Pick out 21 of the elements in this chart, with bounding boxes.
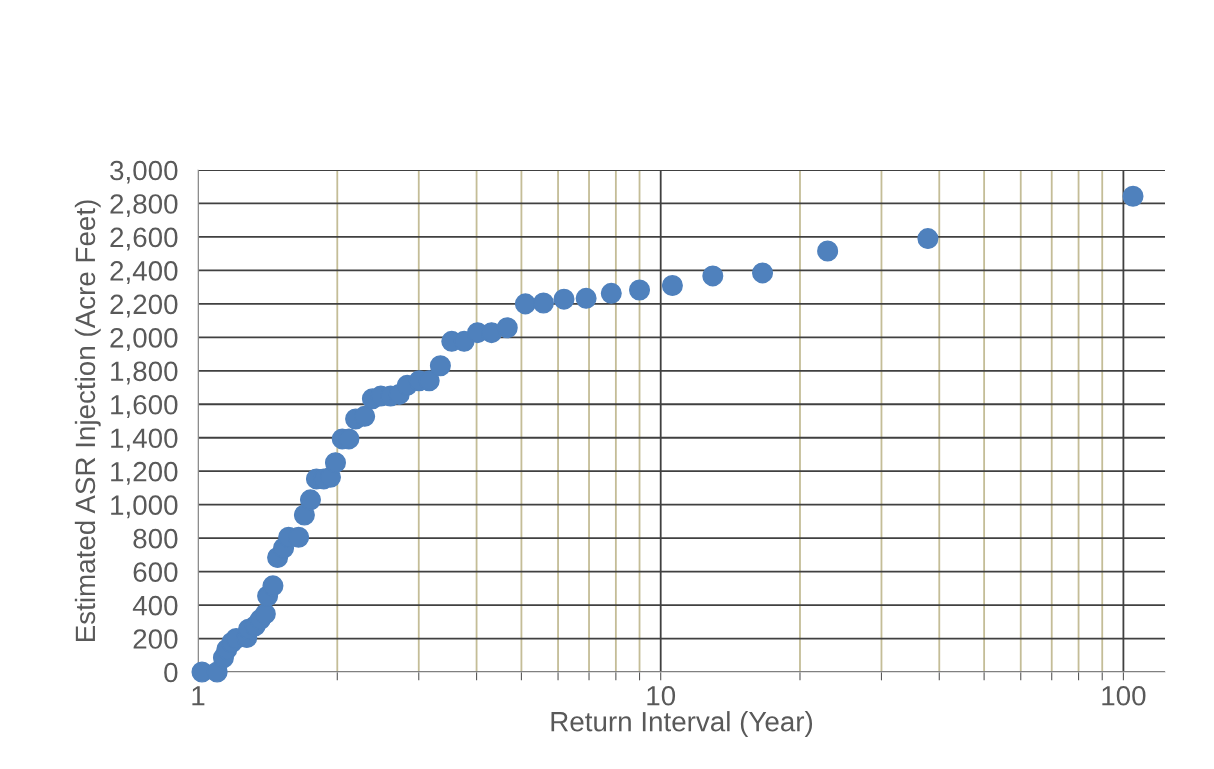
x-tick-label: 10	[647, 685, 676, 706]
y-tick-label: 2,200	[110, 294, 178, 318]
y-tick-label: 1,000	[111, 495, 178, 519]
y-tick-label: 400	[132, 595, 178, 616]
y-tick-label: 1,200	[111, 461, 178, 485]
y-tick-label: 3,000	[110, 160, 178, 184]
y-tick-label: 0	[164, 662, 178, 683]
y-tick-label: 800	[133, 528, 178, 549]
y-tick-label: 1,400	[111, 428, 178, 452]
y-tick-label: 2,600	[110, 227, 178, 251]
y-axis-title: Estimated ASR Injection (Acre Feet)	[74, 200, 101, 642]
y-tick-label: 600	[133, 562, 178, 582]
y-tick-label: 2,000	[110, 328, 178, 351]
x-axis-title: Return Interval (Year)	[551, 711, 813, 737]
y-tick-label: 2,800	[110, 194, 178, 218]
x-tick-label: 100	[1102, 685, 1146, 706]
x-tick-label: 1	[192, 686, 205, 706]
y-tick-label: 1,600	[111, 394, 178, 418]
y-tick-label: 2,400	[110, 261, 178, 285]
y-tick-label: 1,800	[111, 361, 178, 385]
y-tick-label: 200	[133, 629, 178, 649]
